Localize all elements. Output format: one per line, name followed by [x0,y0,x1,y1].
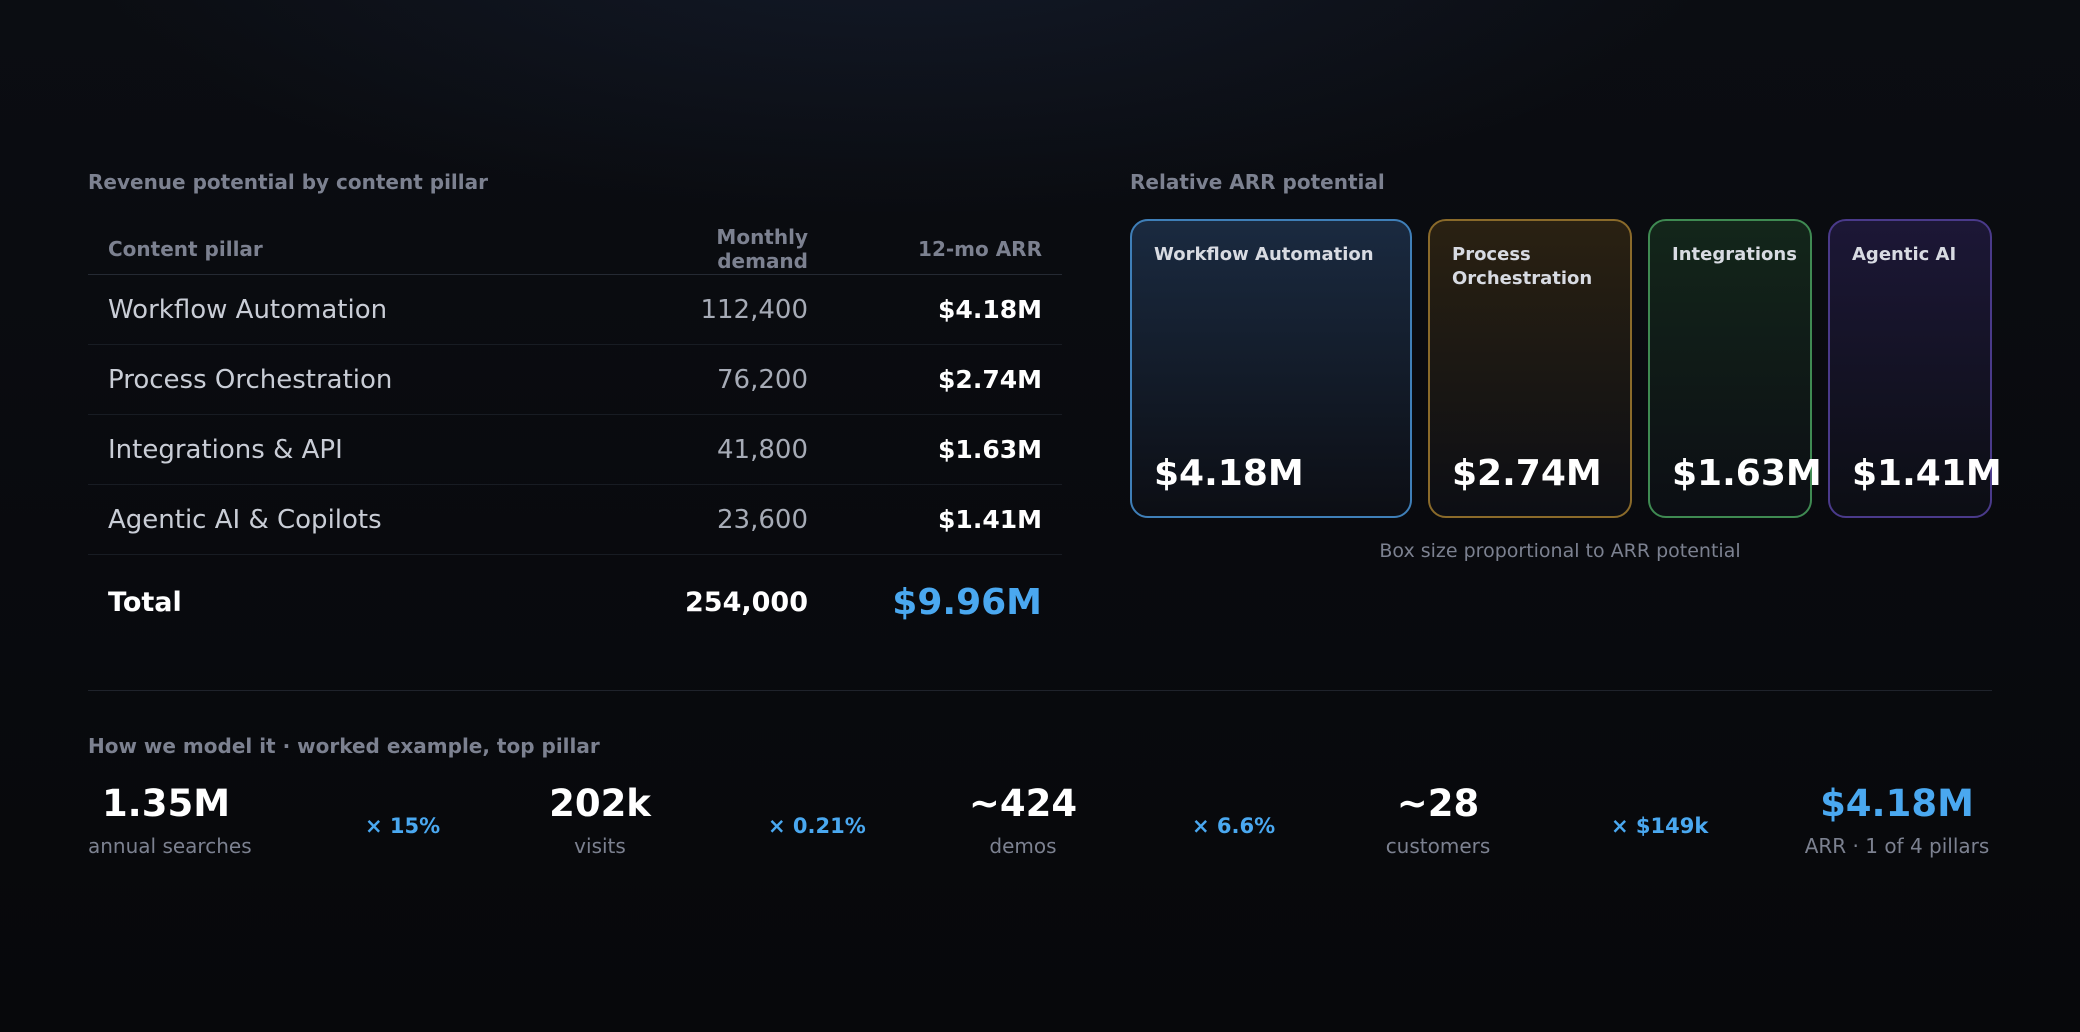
model-section-label: How we model it · worked example, top pi… [88,734,600,758]
table-row: Workflow Automation 112,400 $4.18M [88,275,1062,345]
revenue-table: Content pillar Monthly demand 12-mo ARR … [88,224,1062,649]
table-row: Process Orchestration 76,200 $2.74M [88,345,1062,415]
header-demand: Monthly demand [716,225,808,273]
stat-value: 1.35M [101,782,231,825]
stat-annual-searches: 1.35M annual searches [88,782,252,858]
treemap-box-process-orchestration: Process Orchestration $2.74M [1428,219,1632,518]
box-name: Integrations [1672,244,1797,265]
row-arr: $1.41M [938,505,1042,534]
stat-demos: ~424 demos [963,782,1083,858]
table-section-label: Revenue potential by content pillar [88,170,488,194]
multiplier-demo-rate: × 0.21% [768,814,866,838]
row-demand: 23,600 [717,504,808,535]
stat-label: ARR · 1 of 4 pillars [1804,834,1990,858]
total-label: Total [108,586,182,618]
row-pillar: Workflow Automation [108,294,388,325]
row-pillar: Integrations & API [108,434,343,465]
table-row: Agentic AI & Copilots 23,600 $1.41M [88,485,1062,555]
stat-value: $4.18M [1820,782,1974,825]
treemap-section-label: Relative ARR potential [1130,170,1385,194]
stat-label: customers [1385,834,1491,858]
total-arr: $9.96M [892,581,1042,623]
stat-value: ~28 [1396,782,1480,825]
stat-label: visits [574,834,626,858]
section-divider [88,690,1992,691]
box-name: Agentic AI [1852,244,1957,265]
row-demand: 41,800 [717,434,808,465]
table-row: Integrations & API 41,800 $1.63M [88,415,1062,485]
multiplier-acv: × $149k [1611,814,1709,838]
stat-value: 202k [549,782,651,825]
row-arr: $1.63M [938,435,1042,464]
multiplier-close-rate: × 6.6% [1192,814,1276,838]
header-pillar: Content pillar [108,237,263,261]
stat-label: demos [989,834,1057,858]
treemap-box-agentic-ai: Agentic AI $1.41M [1828,219,2002,518]
row-arr: $2.74M [938,365,1042,394]
table-header: Content pillar Monthly demand 12-mo ARR [88,224,1062,275]
stat-label: annual searches [88,834,252,858]
box-value: $2.74M [1452,453,1602,494]
box-name: Workflow Automation [1154,244,1374,265]
stat-customers: ~28 customers [1378,782,1498,858]
multiplier-ctr: × 15% [365,814,441,838]
total-demand: 254,000 [685,586,808,618]
row-pillar: Process Orchestration [108,364,393,395]
row-arr: $4.18M [938,295,1042,324]
table-total-row: Total 254,000 $9.96M [88,555,1062,649]
header-arr: 12-mo ARR [918,237,1042,261]
stat-visits: 202k visits [540,782,660,858]
treemap-box-workflow-automation: Workflow Automation $4.18M [1130,219,1412,518]
stat-arr: $4.18M ARR · 1 of 4 pillars [1802,782,1992,858]
treemap-caption: Box size proportional to ARR potential [1379,540,1741,562]
box-value: $1.63M [1672,453,1822,494]
row-demand: 76,200 [717,364,808,395]
row-pillar: Agentic AI & Copilots [108,504,382,535]
treemap-box-integrations: Integrations $1.63M [1648,219,1822,518]
box-value: $1.41M [1852,453,2002,494]
row-demand: 112,400 [700,294,808,325]
box-name: Process Orchestration [1452,244,1593,289]
box-value: $4.18M [1154,453,1304,494]
stat-value: ~424 [968,782,1078,825]
